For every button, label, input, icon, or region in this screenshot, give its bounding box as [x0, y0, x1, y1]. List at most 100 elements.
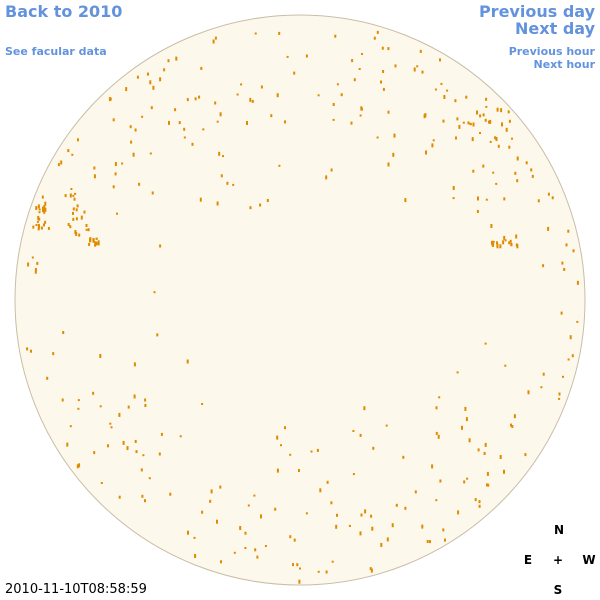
facula [463, 480, 466, 484]
facula [97, 240, 100, 243]
facula [537, 199, 540, 203]
facula [251, 99, 254, 103]
back-link[interactable]: Back to 2010 [5, 2, 123, 21]
facula [198, 95, 201, 99]
facula [516, 244, 519, 249]
facula [249, 97, 252, 102]
facula [511, 137, 513, 140]
facula [36, 261, 39, 265]
facula [479, 114, 482, 118]
facula [236, 93, 239, 96]
facula [359, 531, 362, 536]
facula [402, 455, 405, 459]
facula [487, 483, 490, 487]
facula [482, 164, 485, 168]
facula [284, 120, 286, 124]
facula [133, 362, 136, 367]
facula [370, 514, 373, 518]
facula [479, 132, 481, 134]
facula [435, 499, 438, 502]
facula [298, 579, 301, 584]
facula [527, 390, 530, 395]
facula [159, 77, 162, 82]
facula [561, 261, 564, 265]
facula [41, 195, 44, 199]
previous-day-link[interactable]: Previous day [478, 2, 595, 21]
facula [37, 215, 40, 220]
compass-south: S [553, 583, 563, 597]
facula [476, 110, 478, 115]
facula [558, 397, 561, 400]
facula [485, 198, 488, 201]
facula [134, 128, 137, 132]
facula [298, 469, 300, 472]
facula [144, 404, 147, 407]
facula [431, 143, 434, 148]
facula [429, 540, 431, 544]
facula [226, 181, 229, 185]
facula [435, 406, 438, 410]
facula [70, 188, 73, 190]
facula [246, 121, 248, 125]
facula [491, 240, 493, 245]
facula [387, 110, 390, 114]
facula [186, 98, 189, 102]
facula [38, 208, 41, 211]
facula [305, 512, 308, 515]
facula [214, 36, 217, 40]
facula [112, 118, 115, 122]
previous-hour-link[interactable]: Previous hour [508, 45, 595, 58]
facula [249, 206, 252, 210]
facula [239, 526, 242, 530]
facula [491, 243, 494, 247]
facula [72, 207, 75, 211]
facula [187, 530, 189, 535]
facula [183, 136, 186, 139]
facula [439, 58, 441, 62]
facula [331, 560, 334, 563]
facula [276, 435, 279, 440]
facula [35, 268, 37, 272]
facula [254, 548, 257, 552]
facula [504, 364, 507, 367]
facula [484, 442, 487, 447]
facula [214, 101, 217, 105]
facula [127, 405, 130, 409]
next-hour-link[interactable]: Next hour [533, 58, 596, 71]
facula [158, 452, 161, 456]
facula [385, 424, 388, 427]
facula [85, 224, 88, 227]
facula [175, 56, 178, 61]
facula [560, 311, 563, 315]
facula [93, 166, 96, 170]
facula [542, 372, 545, 376]
facula [37, 223, 40, 227]
facula [159, 244, 162, 248]
facula [216, 120, 219, 123]
facula [125, 87, 128, 92]
facula [38, 211, 41, 214]
facula [72, 217, 75, 221]
next-day-link[interactable]: Next day [515, 19, 595, 38]
facula [576, 280, 579, 285]
facula [387, 162, 390, 167]
facula [144, 499, 146, 503]
facula [516, 156, 519, 161]
facula [92, 391, 95, 395]
facula [147, 72, 149, 76]
facula [369, 567, 372, 571]
facula [509, 239, 512, 243]
facula [310, 450, 313, 453]
compass-west: W [582, 553, 596, 567]
facula [219, 112, 222, 117]
facula [442, 528, 445, 532]
facula [361, 53, 363, 55]
facula [43, 205, 46, 209]
facula [421, 70, 424, 74]
facula [392, 152, 395, 157]
facula [490, 224, 493, 228]
facula [78, 463, 81, 468]
facular-link[interactable]: See facular data [5, 45, 107, 58]
facula [531, 174, 534, 178]
facula [151, 191, 154, 195]
